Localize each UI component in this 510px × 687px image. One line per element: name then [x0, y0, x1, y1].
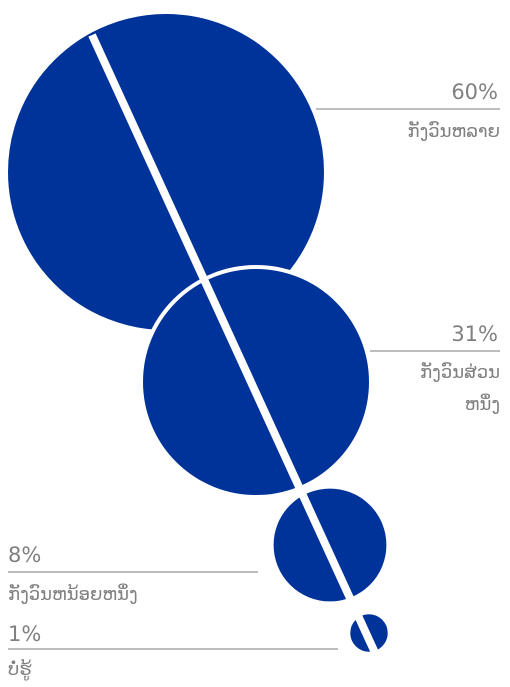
- value-label-1: 60%: [451, 80, 498, 104]
- category-label-2b: ຫນຶ່ງ: [464, 394, 500, 415]
- value-label-3: 8%: [8, 543, 42, 567]
- leader-line-4: [8, 648, 338, 650]
- category-label-4: ບໍ່ຮູ້: [8, 659, 32, 680]
- divider-line: [88, 33, 386, 670]
- category-label-1: ກັງວົນຫລາຍ: [407, 121, 501, 142]
- value-label-4: 1%: [8, 622, 42, 646]
- leader-line-3: [8, 571, 258, 573]
- leader-line-1: [316, 108, 500, 110]
- value-label-2: 31%: [451, 322, 498, 346]
- bubble-2: [139, 265, 373, 499]
- category-label-3: ກັງວົນຫນ້ອຍຫນຶ່ງ: [8, 584, 138, 605]
- leader-line-2: [370, 350, 500, 352]
- category-label-2a: ກັງວົນສ່ວນ: [420, 362, 500, 383]
